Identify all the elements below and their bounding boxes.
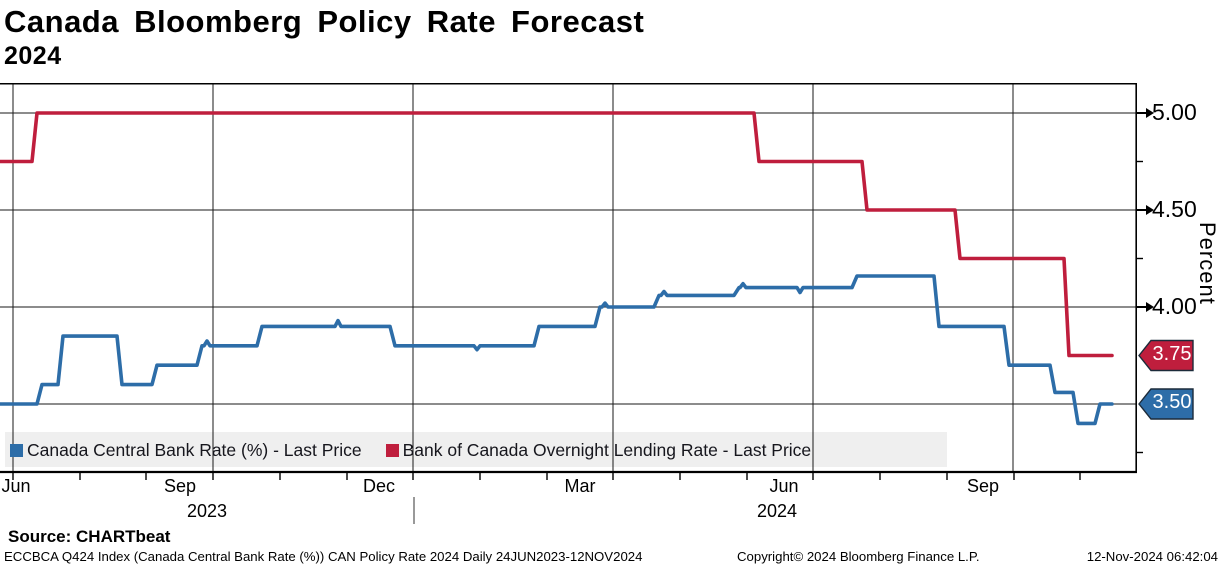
- x-axis-month-label: Sep: [966, 476, 1000, 496]
- last-price-badge-red: 3.75: [1152, 342, 1192, 365]
- y-axis-title: Percent: [1195, 222, 1220, 305]
- legend-background: [5, 432, 947, 467]
- x-axis-month-label: Jun: [769, 476, 799, 496]
- x-axis-year-label: 2023: [186, 501, 228, 521]
- x-axis-month-label: Dec: [362, 476, 396, 496]
- y-axis-tick-label-450: 4.50: [1152, 196, 1197, 222]
- footer-timestamp: 12-Nov-2024 06:42:04: [1086, 549, 1218, 564]
- legend-label: Bank of Canada Overnight Lending Rate - …: [402, 439, 812, 460]
- x-axis-month-label: Jun: [1, 476, 31, 496]
- x-axis-year-label: 2024: [756, 501, 798, 521]
- legend: Canada Central Bank Rate (%) - Last Pric…: [10, 436, 811, 464]
- y-axis-tick-label-5: 5.00: [1152, 99, 1197, 125]
- page-title: Canada Bloomberg Policy Rate Forecast: [4, 4, 645, 39]
- legend-label: Canada Central Bank Rate (%) - Last Pric…: [27, 439, 362, 460]
- blue-series-swatch-icon: [10, 443, 23, 457]
- source-line: Source: CHARTbeat: [8, 527, 171, 546]
- x-axis-month-label: Sep: [163, 476, 197, 496]
- x-axis-month-label: Mar: [564, 476, 596, 496]
- page-subtitle: 2024: [4, 42, 62, 70]
- last-price-badge-blue: 3.50: [1152, 391, 1192, 413]
- legend-item-overnight-lending-rate: Bank of Canada Overnight Lending Rate - …: [385, 439, 812, 461]
- legend-item-central-bank-rate: Canada Central Bank Rate (%) - Last Pric…: [10, 440, 362, 461]
- footer-security-info: ECCBCA Q424 Index (Canada Central Bank R…: [4, 549, 643, 564]
- footer-copyright: Copyright© 2024 Bloomberg Finance L.P.: [737, 549, 980, 564]
- y-axis-tick-label-4: 4.00: [1152, 293, 1197, 319]
- red-series-swatch-icon: [385, 443, 399, 457]
